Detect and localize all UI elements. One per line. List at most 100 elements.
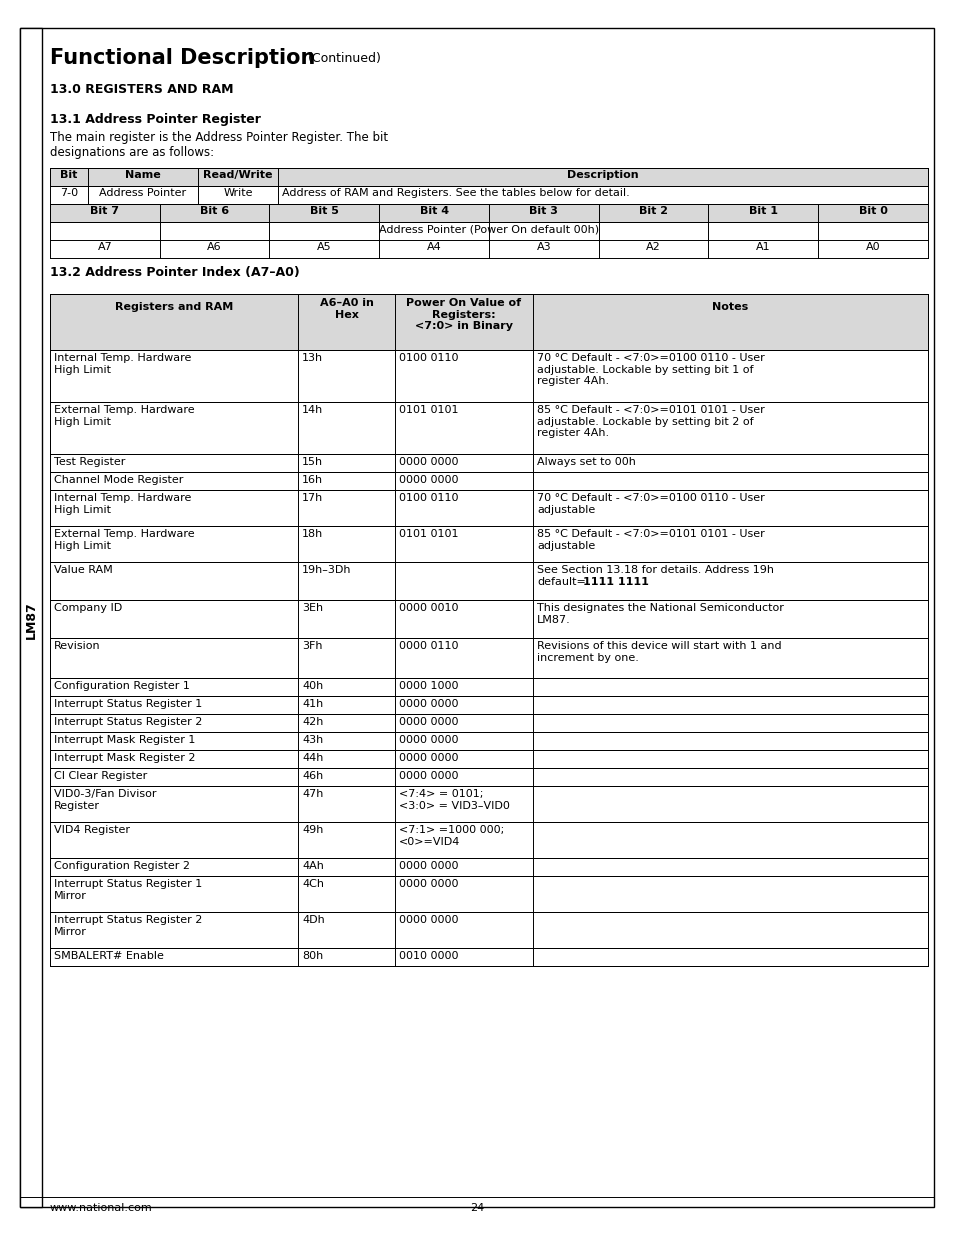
Text: 0000 0000: 0000 0000 (398, 879, 458, 889)
Bar (50, 638, 927, 678)
Text: <7:1> =1000 000;
<0>=VID4: <7:1> =1000 000; <0>=VID4 (398, 825, 504, 847)
Text: Address Pointer: Address Pointer (99, 188, 187, 198)
Text: Interrupt Status Register 1
Mirror: Interrupt Status Register 1 Mirror (54, 879, 202, 900)
Text: 13h: 13h (302, 353, 323, 363)
Text: 4Ch: 4Ch (302, 879, 324, 889)
Text: Description: Description (567, 170, 639, 180)
Text: 0100 0110: 0100 0110 (398, 353, 458, 363)
Bar (50, 600, 927, 638)
Text: A1: A1 (756, 242, 770, 252)
Bar (50, 823, 927, 858)
Text: Power On Value of
Registers:
<7:0> in Binary: Power On Value of Registers: <7:0> in Bi… (406, 298, 521, 331)
Text: 0101 0101: 0101 0101 (398, 405, 458, 415)
Bar (50, 876, 927, 911)
Text: Registers and RAM: Registers and RAM (114, 303, 233, 312)
Text: 16h: 16h (302, 475, 323, 485)
Text: default=: default= (537, 577, 585, 587)
Bar (50, 562, 927, 600)
Bar (50, 768, 927, 785)
Text: 3Fh: 3Fh (302, 641, 322, 651)
Text: Bit 2: Bit 2 (639, 206, 667, 216)
Text: 70 °C Default - <7:0>=0100 0110 - User
adjustable: 70 °C Default - <7:0>=0100 0110 - User a… (537, 493, 764, 515)
Text: VID0-3/Fan Divisor
Register: VID0-3/Fan Divisor Register (54, 789, 156, 810)
Text: 18h: 18h (302, 529, 323, 538)
Text: 0000 0000: 0000 0000 (398, 753, 458, 763)
Bar (50, 204, 927, 222)
Text: Test Register: Test Register (54, 457, 125, 467)
Bar (50, 294, 927, 350)
Text: Address of RAM and Registers. See the tables below for detail.: Address of RAM and Registers. See the ta… (282, 188, 629, 198)
Text: 13.0 REGISTERS AND RAM: 13.0 REGISTERS AND RAM (50, 83, 233, 96)
Text: 3Eh: 3Eh (302, 603, 323, 613)
Text: Bit 4: Bit 4 (419, 206, 448, 216)
Text: Internal Temp. Hardware
High Limit: Internal Temp. Hardware High Limit (54, 493, 192, 515)
Bar (50, 948, 927, 966)
Text: (Continued): (Continued) (308, 52, 381, 65)
Text: 0000 0110: 0000 0110 (398, 641, 458, 651)
Text: Name: Name (125, 170, 161, 180)
Text: 13.1 Address Pointer Register: 13.1 Address Pointer Register (50, 112, 260, 126)
Text: Bit 7: Bit 7 (91, 206, 119, 216)
Text: A5: A5 (316, 242, 332, 252)
Text: 0000 0010: 0000 0010 (398, 603, 458, 613)
Text: 49h: 49h (302, 825, 323, 835)
Text: 41h: 41h (302, 699, 323, 709)
Text: 0000 0000: 0000 0000 (398, 915, 458, 925)
Text: This designates the National Semiconductor
LM87.: This designates the National Semiconduct… (537, 603, 783, 625)
Text: Interrupt Status Register 2: Interrupt Status Register 2 (54, 718, 202, 727)
Text: Revisions of this device will start with 1 and
increment by one.: Revisions of this device will start with… (537, 641, 781, 663)
Text: Functional Description: Functional Description (50, 48, 315, 68)
Text: Configuration Register 1: Configuration Register 1 (54, 680, 190, 692)
Text: Bit 6: Bit 6 (200, 206, 229, 216)
Text: 85 °C Default - <7:0>=0101 0101 - User
adjustable. Lockable by setting bit 2 of
: 85 °C Default - <7:0>=0101 0101 - User a… (537, 405, 764, 438)
Text: SMBALERT# Enable: SMBALERT# Enable (54, 951, 164, 961)
Text: www.national.com: www.national.com (50, 1203, 152, 1213)
Text: 14h: 14h (302, 405, 323, 415)
Text: A6: A6 (207, 242, 222, 252)
Bar (50, 454, 927, 472)
Text: A2: A2 (645, 242, 660, 252)
Bar (50, 168, 927, 186)
Text: 0000 0000: 0000 0000 (398, 735, 458, 745)
Text: The main register is the Address Pointer Register. The bit
designations are as f: The main register is the Address Pointer… (50, 131, 388, 159)
Text: Interrupt Status Register 2
Mirror: Interrupt Status Register 2 Mirror (54, 915, 202, 936)
Bar (50, 678, 927, 697)
Bar (50, 858, 927, 876)
Text: 7-0: 7-0 (60, 188, 78, 198)
Text: Company ID: Company ID (54, 603, 122, 613)
Text: 0000 0000: 0000 0000 (398, 718, 458, 727)
Text: A6–A0 in
Hex: A6–A0 in Hex (319, 298, 373, 320)
Text: Value RAM: Value RAM (54, 564, 112, 576)
Text: See Section 13.18 for details. Address 19h: See Section 13.18 for details. Address 1… (537, 564, 773, 576)
Bar (50, 490, 927, 526)
Bar (50, 911, 927, 948)
Text: Internal Temp. Hardware
High Limit: Internal Temp. Hardware High Limit (54, 353, 192, 374)
Text: A3: A3 (536, 242, 551, 252)
Bar (50, 732, 927, 750)
Text: Configuration Register 2: Configuration Register 2 (54, 861, 190, 871)
Bar (50, 697, 927, 714)
Text: Interrupt Mask Register 1: Interrupt Mask Register 1 (54, 735, 195, 745)
Text: 17h: 17h (302, 493, 323, 503)
Text: 4Ah: 4Ah (302, 861, 323, 871)
Text: LM87: LM87 (25, 601, 37, 638)
Text: Revision: Revision (54, 641, 100, 651)
Text: 40h: 40h (302, 680, 323, 692)
Bar (50, 714, 927, 732)
Text: 0101 0101: 0101 0101 (398, 529, 458, 538)
Bar (50, 526, 927, 562)
Text: VID4 Register: VID4 Register (54, 825, 130, 835)
Text: Write: Write (223, 188, 253, 198)
Text: Bit 0: Bit 0 (858, 206, 886, 216)
Text: Interrupt Status Register 1: Interrupt Status Register 1 (54, 699, 202, 709)
Bar (50, 750, 927, 768)
Text: 44h: 44h (302, 753, 323, 763)
Bar (20, 28, 42, 1207)
Text: Bit 3: Bit 3 (529, 206, 558, 216)
Text: 24: 24 (470, 1203, 483, 1213)
Text: 42h: 42h (302, 718, 323, 727)
Text: 0000 0000: 0000 0000 (398, 457, 458, 467)
Text: 70 °C Default - <7:0>=0100 0110 - User
adjustable. Lockable by setting bit 1 of
: 70 °C Default - <7:0>=0100 0110 - User a… (537, 353, 764, 387)
Text: Notes: Notes (712, 303, 748, 312)
Text: External Temp. Hardware
High Limit: External Temp. Hardware High Limit (54, 529, 194, 551)
